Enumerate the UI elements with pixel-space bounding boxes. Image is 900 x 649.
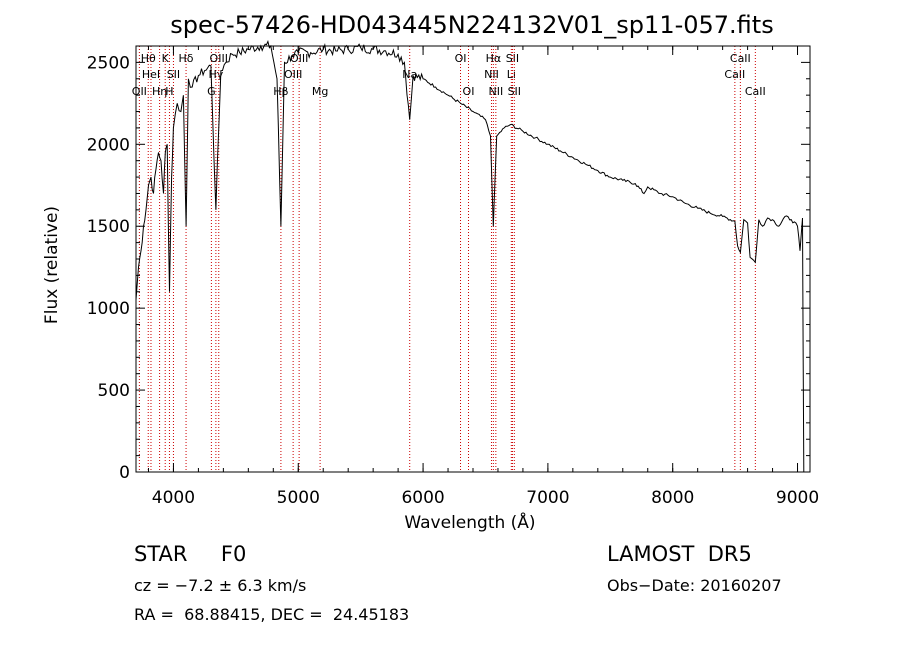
- y-tick-label: 2000: [87, 135, 130, 155]
- spectrum-series-line: [135, 39, 805, 473]
- y-tick-label: 1500: [87, 217, 130, 237]
- spectral-line-label: Hα: [486, 52, 502, 65]
- survey-label: LAMOST DR5: [607, 542, 752, 566]
- x-tick-label: 5000: [277, 488, 320, 508]
- x-tick-label: 7000: [526, 488, 569, 508]
- spectral-line-label: SII: [506, 52, 519, 65]
- y-axis-ticks: 0 500 1000 1500 2000 2500: [87, 45, 810, 483]
- spectral-line-label: OIII: [290, 52, 308, 65]
- spectral-line-label: H: [165, 85, 173, 98]
- y-tick-label: 2500: [87, 53, 130, 73]
- chart-title: spec-57426-HD043445N224132V01_sp11-057.f…: [170, 11, 773, 39]
- spectral-line-label: Hη: [152, 85, 167, 98]
- x-axis-ticks: 4000 5000 6000 7000 8000 9000: [147, 46, 819, 508]
- spectral-line-label: OI: [463, 85, 475, 98]
- y-tick-label: 1000: [87, 299, 130, 319]
- spectral-line-label: NII: [484, 68, 499, 81]
- spectral-line-label: Hγ: [208, 68, 223, 81]
- spectral-line-markers: OIIHθHeIHηKHSIIHδGHγOIIIHβOIIIOIIIMgNaOI…: [132, 46, 766, 472]
- spectral-line-label: Mg: [312, 85, 328, 98]
- y-tick-label: 500: [98, 381, 130, 401]
- spectral-line-label: SII: [167, 68, 180, 81]
- spectral-line-label: HeI: [142, 68, 160, 81]
- observation-date-label: Obs−Date: 20160207: [607, 576, 782, 595]
- x-axis-label: Wavelength (Å): [404, 511, 535, 533]
- spectral-line-label: Hβ: [273, 85, 288, 98]
- spectral-line-label: SII: [508, 85, 521, 98]
- y-axis-label: Flux (relative): [42, 206, 62, 324]
- spectral-line-label: NII: [488, 85, 503, 98]
- coordinates-label: RA = 68.88415, DEC = 24.45183: [134, 605, 410, 624]
- x-tick-label: 9000: [776, 488, 819, 508]
- spectral-line-label: CaII: [745, 85, 766, 98]
- redshift-label: cz = −7.2 ± 6.3 km/s: [134, 576, 307, 595]
- spectral-line-label: Li: [507, 68, 516, 81]
- y-tick-label: 0: [119, 463, 130, 483]
- spectral-line-label: Hθ: [141, 52, 156, 65]
- spectral-line-label: OII: [132, 85, 147, 98]
- plot-frame: [135, 45, 811, 473]
- x-tick-label: 8000: [651, 488, 694, 508]
- spectral-line-label: CaII: [730, 52, 751, 65]
- x-tick-label: 6000: [401, 488, 444, 508]
- spectral-line-label: OI: [455, 52, 467, 65]
- spectral-line-label: OIII: [210, 52, 228, 65]
- spectral-line-label: CaII: [724, 68, 745, 81]
- spectral-line-label: K: [162, 52, 170, 65]
- x-tick-label: 4000: [152, 488, 195, 508]
- spectral-line-label: OIII: [284, 68, 302, 81]
- spectral-line-label: Hδ: [179, 52, 194, 65]
- object-type-label: STAR F0: [134, 542, 247, 566]
